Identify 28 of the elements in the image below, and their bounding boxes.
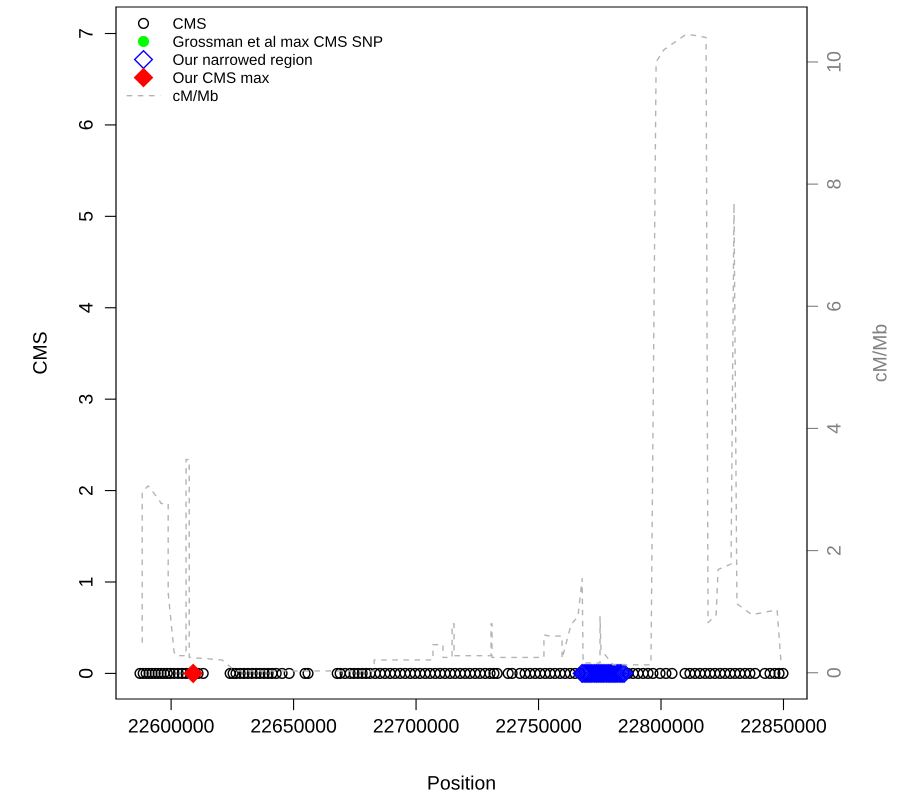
y2-tick-label: 2 (826, 546, 841, 556)
y2-tick-label: 10 (826, 52, 841, 72)
x-tick-label: 22700000 (374, 718, 459, 733)
y2-axis-title: cM/Mb (872, 324, 887, 382)
y2-tick-label: 0 (826, 668, 841, 678)
x-tick-label: 22650000 (251, 718, 336, 733)
y-tick-label: 3 (78, 394, 93, 404)
legend-label: CMS (173, 18, 206, 29)
y-tick-label: 0 (78, 668, 93, 678)
legend-label: Our narrowed region (173, 54, 312, 68)
y2-tick-label: 6 (826, 302, 841, 311)
y2-tick-label: 8 (826, 180, 841, 189)
legend-label: Our CMS max (173, 72, 270, 84)
y-tick-label: 5 (79, 212, 93, 221)
y2-tick-label: 4 (827, 424, 841, 434)
x-axis-title: Position (428, 775, 495, 790)
legend-label: Grossman et al max CMS SNP (173, 36, 382, 47)
y-tick-label: 1 (79, 578, 93, 586)
y-axis-title: CMS (33, 332, 47, 374)
legend-label: cM/Mb (173, 90, 218, 102)
y-tick-label: 6 (78, 120, 93, 130)
x-tick-label: 22600000 (128, 718, 214, 733)
y-tick-label: 2 (78, 486, 93, 496)
x-tick-label: 22750000 (496, 718, 582, 733)
x-tick-label: 22800000 (618, 718, 704, 733)
y-tick-label: 7 (79, 29, 93, 38)
y-tick-label: 4 (79, 302, 93, 313)
x-tick-label: 22850000 (741, 718, 826, 733)
